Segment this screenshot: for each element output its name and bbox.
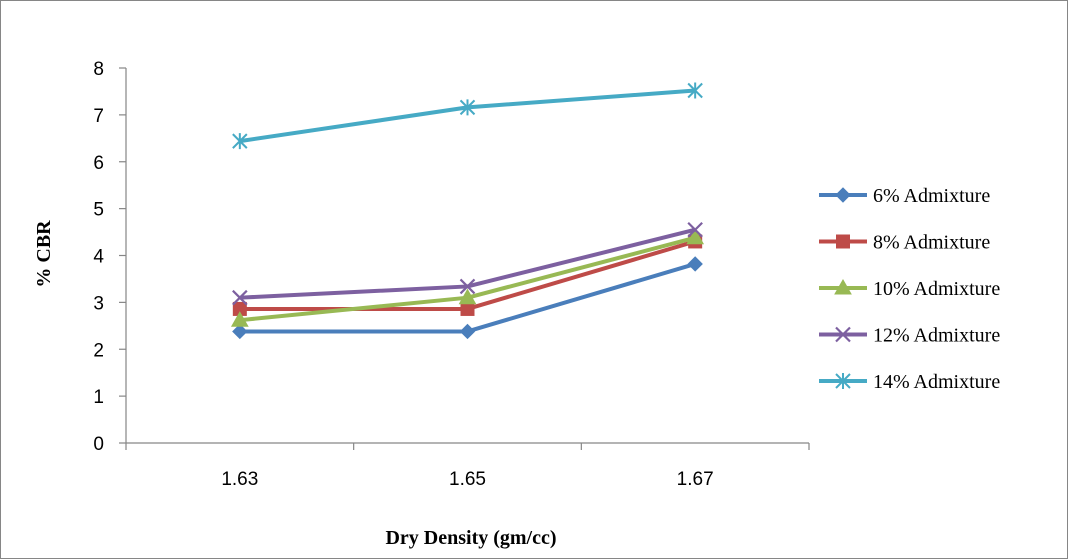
data-point bbox=[232, 289, 248, 306]
legend-item: 12% Admixture bbox=[819, 325, 1000, 347]
legend-label: 8% Admixture bbox=[873, 232, 990, 254]
data-point bbox=[459, 278, 476, 295]
legend-label: 12% Admixture bbox=[873, 325, 1000, 347]
x-axis-title: Dry Density (gm/cc) bbox=[385, 527, 556, 549]
data-point bbox=[459, 99, 476, 116]
y-tick-label: 3 bbox=[93, 293, 104, 314]
legend-marker bbox=[834, 278, 852, 295]
y-tick-label: 4 bbox=[93, 247, 104, 268]
series-3 bbox=[230, 228, 705, 327]
series-1 bbox=[232, 256, 703, 340]
legend-marker bbox=[836, 234, 850, 249]
series-line bbox=[239, 88, 696, 144]
y-tick-label: 8 bbox=[93, 59, 104, 80]
y-tick-label: 6 bbox=[93, 153, 104, 174]
legend-marker bbox=[835, 373, 851, 389]
legend-label: 6% Admixture bbox=[873, 185, 990, 207]
data-point bbox=[232, 133, 248, 150]
legend-item: 10% Admixture bbox=[819, 278, 1000, 300]
data-point bbox=[687, 256, 703, 272]
x-tick-label: 1.63 bbox=[221, 469, 258, 490]
y-tick-label: 5 bbox=[93, 200, 104, 221]
data-point bbox=[232, 323, 248, 340]
data-point bbox=[230, 311, 249, 327]
series-layer bbox=[230, 82, 705, 340]
series-4 bbox=[232, 221, 703, 306]
x-tick-label: 1.67 bbox=[677, 469, 714, 490]
axes bbox=[125, 68, 809, 444]
data-point bbox=[687, 82, 703, 99]
y-tick-label: 7 bbox=[93, 106, 104, 127]
y-tick-label: 2 bbox=[93, 340, 104, 361]
data-point bbox=[459, 323, 476, 340]
data-point bbox=[458, 288, 477, 305]
legend-label: 14% Admixture bbox=[873, 371, 1000, 393]
legend-item: 14% Admixture bbox=[819, 371, 1000, 393]
legend-marker bbox=[835, 326, 851, 343]
legend-item: 6% Admixture bbox=[819, 185, 990, 207]
x-tick-label: 1.65 bbox=[449, 469, 486, 490]
data-point bbox=[687, 221, 703, 238]
x-axis-ticks: 1.63 1.65 1.67 bbox=[125, 443, 810, 490]
legend-item: 8% Admixture bbox=[819, 232, 990, 254]
y-axis-title: % CBR bbox=[33, 220, 55, 288]
data-point bbox=[686, 228, 705, 245]
series-5 bbox=[232, 82, 703, 150]
legend-label: 10% Admixture bbox=[873, 278, 1000, 300]
y-tick-label: 0 bbox=[93, 434, 104, 455]
legend: 6% Admixture 8% Admixture 10% Admixture 12%… bbox=[819, 185, 1000, 393]
legend-marker bbox=[835, 187, 851, 203]
data-point bbox=[460, 301, 475, 316]
y-tick-label: 1 bbox=[93, 387, 104, 408]
y-axis-ticks: 0 1 2 3 4 5 6 7 8 bbox=[93, 59, 126, 455]
